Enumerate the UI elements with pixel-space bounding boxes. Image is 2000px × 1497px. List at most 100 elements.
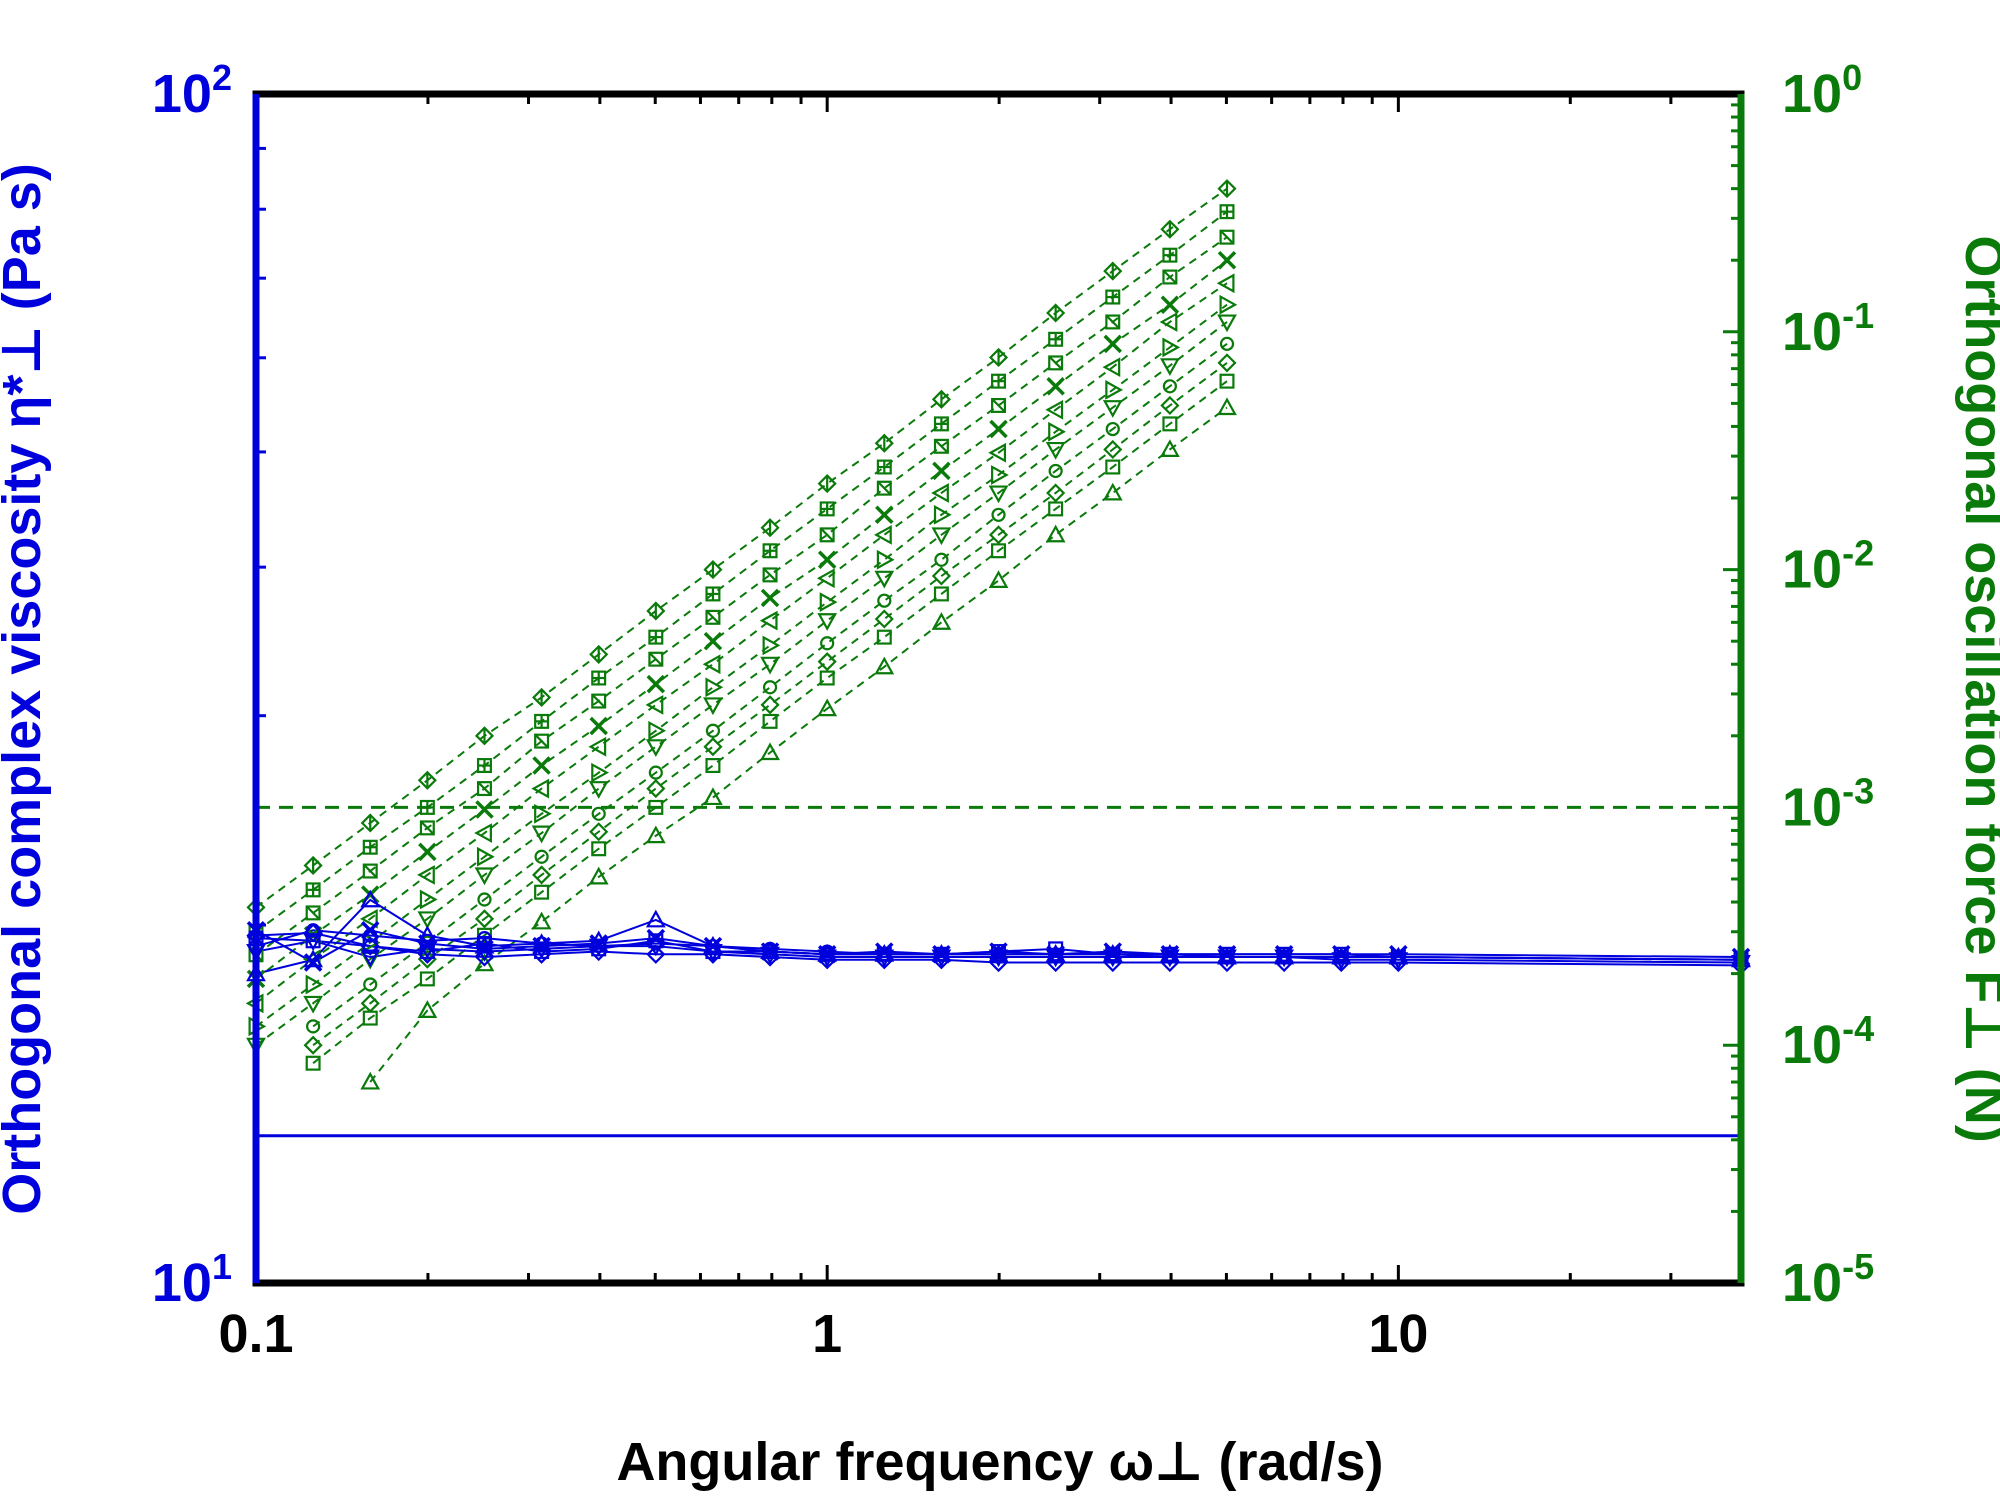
marker-diamond xyxy=(360,993,380,1013)
marker-triangle-up xyxy=(1102,482,1123,501)
marker-square-slash xyxy=(476,781,492,797)
marker-diamond xyxy=(303,923,323,943)
marker-diamond xyxy=(417,944,437,964)
marker-square xyxy=(1219,373,1235,389)
marker-triangle-down xyxy=(531,825,552,844)
y-left-axis-title: Orthogonal complex viscosity η*⊥ (Pa s) xyxy=(0,163,52,1215)
y-right-tick-label: 100 xyxy=(1782,57,1862,124)
marker-triangle-down xyxy=(360,949,381,968)
marker-triangle-up xyxy=(645,825,666,844)
marker-triangle-up xyxy=(931,944,952,962)
marker-triangle-down xyxy=(303,995,323,1014)
marker-triangle-right xyxy=(762,635,781,656)
marker-triangle-left xyxy=(417,865,435,885)
marker-triangle-right xyxy=(534,803,552,824)
marker-x xyxy=(589,716,608,736)
marker-triangle-left xyxy=(874,524,892,545)
marker-triangle-right xyxy=(1105,379,1124,400)
marker-square xyxy=(876,629,892,645)
marker-x xyxy=(760,588,780,608)
marker-diamond-bar xyxy=(817,474,837,494)
marker-diamond xyxy=(760,695,780,715)
marker-square xyxy=(705,758,721,774)
marker-diamond-bar xyxy=(1103,261,1123,281)
marker-x xyxy=(475,939,494,959)
y-right-axis-title: Orthogonal oscillation force F⊥ (N) xyxy=(1954,235,2000,1142)
marker-circle xyxy=(534,849,549,864)
marker-triangle-right xyxy=(819,592,838,612)
marker-x xyxy=(1389,945,1408,964)
viscosity-series-line xyxy=(255,929,1742,964)
marker-diamond-bar xyxy=(1217,179,1237,199)
marker-triangle-up xyxy=(817,944,838,962)
marker-triangle-right xyxy=(1162,337,1181,358)
marker-square-cross xyxy=(534,713,550,729)
marker-x xyxy=(703,631,723,651)
marker-circle xyxy=(705,723,721,738)
marker-x xyxy=(532,936,551,956)
marker-square-cross xyxy=(933,416,949,432)
marker-x xyxy=(1046,945,1065,964)
marker-square-slash xyxy=(762,567,778,583)
marker-diamond-bar xyxy=(1046,303,1066,323)
marker-square-cross xyxy=(819,501,835,517)
marker-x xyxy=(1160,295,1180,314)
marker-triangle-up xyxy=(874,656,895,675)
marker-triangle-right xyxy=(1048,421,1066,442)
force-series-line xyxy=(312,343,1228,1028)
marker-circle xyxy=(477,892,492,907)
marker-triangle-left xyxy=(474,823,492,843)
marker-diamond xyxy=(303,1035,323,1055)
marker-x xyxy=(1217,250,1237,270)
marker-circle xyxy=(877,593,892,608)
y-right-tick-label: 10-2 xyxy=(1782,533,1874,600)
marker-diamond xyxy=(1103,439,1123,460)
marker-x xyxy=(532,756,551,775)
marker-diamond-bar xyxy=(303,855,323,876)
marker-diamond-bar xyxy=(988,347,1009,368)
marker-x xyxy=(418,934,437,953)
marker-x xyxy=(932,945,951,964)
marker-triangle-down xyxy=(645,739,666,757)
marker-square-cross xyxy=(1105,289,1121,305)
marker-circle xyxy=(991,507,1006,522)
marker-square-cross xyxy=(1048,331,1064,347)
marker-triangle-right xyxy=(876,549,895,570)
y-right-tick-label: 10-1 xyxy=(1782,295,1874,362)
marker-diamond xyxy=(817,652,837,672)
marker-square xyxy=(419,971,435,987)
marker-diamond xyxy=(1160,395,1180,416)
marker-diamond-bar xyxy=(874,433,894,453)
marker-square-cross xyxy=(762,543,778,559)
marker-triangle-up xyxy=(360,889,381,908)
marker-x xyxy=(817,945,837,964)
marker-x xyxy=(760,942,780,961)
marker-x xyxy=(875,942,894,961)
marker-diamond-bar xyxy=(417,770,437,790)
marker-x xyxy=(703,936,723,956)
marker-triangle-down xyxy=(760,656,780,675)
marker-x xyxy=(646,928,666,948)
marker-x xyxy=(1103,334,1123,354)
marker-square-slash xyxy=(362,863,378,879)
y-left-tick-label: 102 xyxy=(152,57,232,124)
marker-triangle-down xyxy=(931,527,952,546)
marker-square-cross xyxy=(476,758,492,774)
marker-triangle-right xyxy=(1219,294,1238,315)
marker-x xyxy=(646,674,666,694)
marker-diamond xyxy=(646,944,666,964)
marker-square-slash xyxy=(534,733,550,749)
marker-square-cross xyxy=(1219,204,1235,220)
marker-square-cross xyxy=(305,882,321,898)
marker-triangle-left xyxy=(1216,273,1235,294)
marker-square xyxy=(591,841,607,857)
marker-square-slash xyxy=(648,651,664,667)
marker-triangle-down xyxy=(588,781,609,799)
marker-diamond xyxy=(874,609,894,629)
marker-triangle-down xyxy=(1160,358,1180,376)
y-left-tick-labels: 101 102 xyxy=(152,57,232,1313)
marker-diamond-bar xyxy=(474,726,495,746)
marker-square xyxy=(762,713,778,729)
marker-square-slash xyxy=(1162,269,1178,285)
marker-diamond xyxy=(646,779,666,799)
